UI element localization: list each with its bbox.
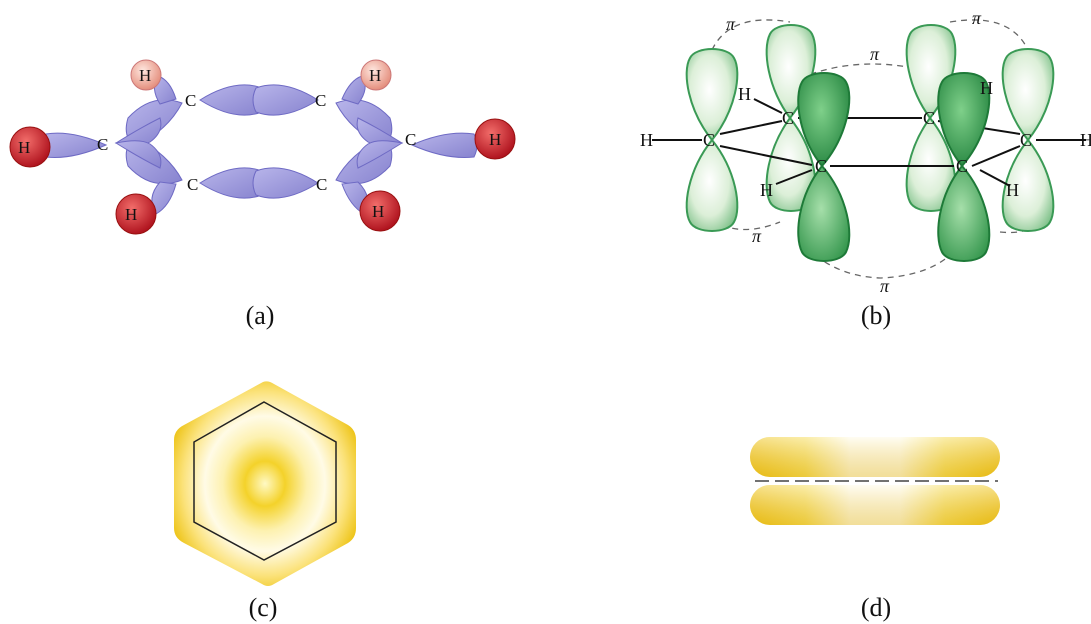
hydrogen-label: H — [640, 130, 653, 150]
caption-a: (a) — [245, 301, 275, 330]
sigma-framework-diagram: H H H H H H C C C C C C — [9, 59, 516, 235]
pi-label: π — [870, 44, 880, 64]
carbon-label: C — [187, 175, 198, 194]
hydrogen-atom — [359, 190, 401, 232]
caption-c: (c) — [248, 593, 278, 622]
caption-b: (b) — [860, 301, 892, 330]
carbon-label: C — [782, 108, 794, 128]
pi-label: π — [972, 8, 982, 28]
hydrogen-label: H — [760, 180, 773, 200]
hydrogen-label: H — [738, 84, 751, 104]
carbon-label: C — [405, 130, 416, 149]
pi-cloud-side-view — [750, 437, 1000, 525]
pi-label: π — [752, 226, 762, 246]
pi-cloud-upper-lobe — [750, 437, 1000, 477]
hydrogen-atom — [9, 126, 51, 168]
pi-label: π — [726, 14, 736, 34]
p-orbital-diagram: H H H H H H C C C C C C π π π π π — [640, 8, 1091, 296]
carbon-label: C — [1020, 130, 1032, 150]
carbon-label: C — [316, 175, 327, 194]
left-carbon-lobes — [42, 75, 183, 215]
hydrogen-atom — [474, 118, 516, 160]
carbon-label: C — [97, 135, 108, 154]
hydrogen-label: H — [489, 130, 501, 149]
carbon-label: C — [956, 156, 968, 176]
pi-electron-cloud — [174, 381, 356, 586]
hydrogen-label: H — [1006, 180, 1019, 200]
hydrogen-label: H — [980, 78, 993, 98]
hydrogen-atom — [130, 59, 162, 91]
panel-c-pi-cloud-top — [160, 370, 370, 590]
hydrogen-label: H — [372, 202, 384, 221]
hydrogen-atom — [115, 193, 157, 235]
pi-cloud-top-view — [174, 381, 356, 586]
caption-d: (d) — [860, 593, 892, 622]
cc-sigma-lobe — [199, 84, 319, 199]
pi-label: π — [880, 276, 890, 296]
hydrogen-label: H — [139, 66, 151, 85]
panel-b-p-orbitals: H H H H H H C C C C C C π π π π π — [630, 0, 1091, 300]
hydrogen-label: H — [125, 205, 137, 224]
carbon-label: C — [703, 130, 715, 150]
carbon-label: C — [185, 91, 196, 110]
carbon-label: C — [923, 108, 935, 128]
hydrogen-label: H — [1080, 130, 1091, 150]
pi-cloud-lower-lobe — [750, 485, 1000, 525]
panel-d-pi-cloud-side — [740, 425, 1010, 540]
carbon-label: C — [315, 91, 326, 110]
benzene-ring-outline — [193, 401, 337, 561]
hydrogen-label: H — [18, 138, 30, 157]
right-carbon-lobes — [335, 75, 478, 215]
carbon-label: C — [815, 156, 827, 176]
panel-a-sigma-framework: H H H H H H C C C C C C — [0, 50, 520, 300]
p-orbital-lobe — [797, 72, 991, 262]
hydrogen-atom — [360, 59, 392, 91]
hydrogen-label: H — [369, 66, 381, 85]
